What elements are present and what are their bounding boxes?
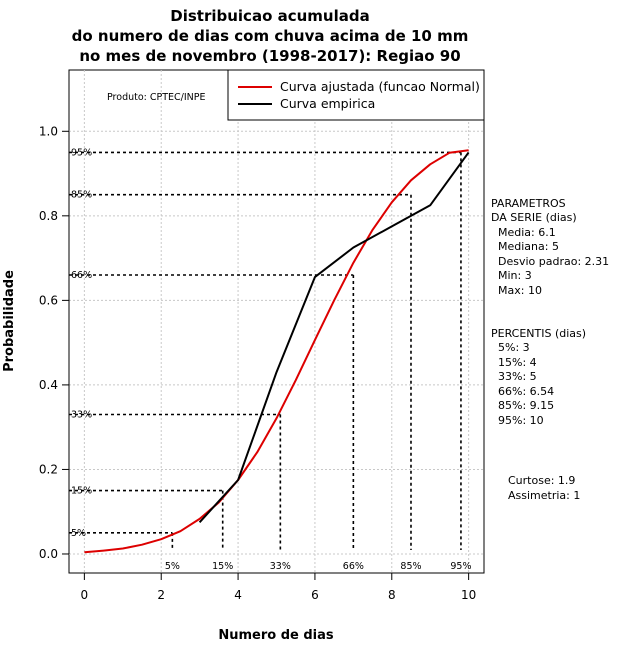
percentis-panel: PERCENTIS (dias) 5%: 3 15%: 4 33%: 5 66%… [491,327,586,427]
percentis-heading: PERCENTIS (dias) [491,327,586,340]
percentile-y-label-4: 85% [71,190,92,201]
percentile-x-label-5: 95% [450,561,471,572]
series-line-1 [198,151,470,523]
percentile-y-label-3: 66% [71,270,92,281]
percentile-x-label-1: 15% [212,561,233,572]
chart-title-line-1: Distribuicao acumulada [170,7,369,25]
parametros-heading-2: DA SERIE (dias) [491,211,577,224]
series-lines [84,149,470,554]
percentile-x-label-0: 5% [165,561,180,572]
assimetria-value: Assimetria: 1 [508,489,580,502]
series-line-0 [84,149,469,554]
y-tick-label-0: 0.0 [39,547,58,561]
legend-box [227,69,485,121]
y-axis-label: Probabilidade [2,270,17,372]
x-tick-label-0: 0 [81,588,89,602]
curtose-value: Curtose: 1.9 [508,474,575,487]
y-tick-label-5: 1.0 [39,124,58,138]
percentile-y-label-2: 33% [71,409,92,420]
parametros-desvio: Desvio padrao: 2.31 [498,255,609,268]
y-tick-label-2: 0.4 [39,378,58,392]
parametros-panel: PARAMETROS DA SERIE (dias) Media: 6.1 Me… [491,197,609,297]
percentile-y-label-0: 5% [71,528,86,539]
legend: Curva ajustada (funcao Normal) Curva emp… [227,69,485,121]
plot-frame [68,69,485,574]
x-tick-label-3: 6 [311,588,319,602]
percentis-p66: 66%: 6.54 [498,385,554,398]
parametros-max: Max: 10 [498,284,542,297]
x-axis-label: Numero de dias [218,628,334,643]
parametros-heading-1: PARAMETROS [491,197,566,210]
legend-label-fitted: Curva ajustada (funcao Normal) [280,79,480,94]
percentile-y-label-5: 95% [71,147,92,158]
shape-panel: Curtose: 1.9 Assimetria: 1 [508,474,580,502]
y-tick-label-4: 0.8 [39,209,58,223]
x-tick-label-5: 10 [461,588,476,602]
legend-label-empirical: Curva empirica [280,96,375,111]
percentis-p33: 33%: 5 [498,370,537,383]
percentile-y-label-1: 15% [71,486,92,497]
x-tick-label-4: 8 [388,588,396,602]
product-credit: Produto: CPTEC/INPE [107,92,206,103]
y-tick-label-3: 0.6 [39,293,58,307]
percentile-x-label-3: 66% [343,561,364,572]
grid-lines [69,70,484,573]
percentis-p15: 15%: 4 [498,356,537,369]
x-tick-label-1: 2 [157,588,165,602]
percentile-x-label-2: 33% [270,561,291,572]
percentis-p5: 5%: 3 [498,341,530,354]
percentile-x-label-4: 85% [400,561,421,572]
chart-title-line-3: no mes de novembro (1998-2017): Regiao 9… [79,47,460,65]
parametros-media: Media: 6.1 [498,226,556,239]
y-tick-label-1: 0.2 [39,462,58,476]
percentile-guides: 5% 5% 15% 15% 33% 33% 66% 66% 85% 85% 95% 95% [69,147,472,572]
parametros-min: Min: 3 [498,269,532,282]
parametros-mediana: Mediana: 5 [498,240,559,253]
axes: 0 2 4 6 8 10 0.0 0.2 0.4 0.6 0.8 1.0 [39,124,476,602]
percentis-p85: 85%: 9.15 [498,399,554,412]
chart-title-line-2: do numero de dias com chuva acima de 10 … [72,27,469,45]
x-tick-label-2: 4 [234,588,242,602]
percentis-p95: 95%: 10 [498,414,544,427]
